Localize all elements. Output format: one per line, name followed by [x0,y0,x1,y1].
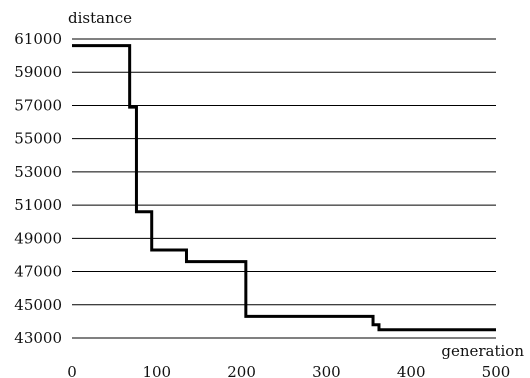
x-tick-label-100: 100 [142,363,171,378]
y-tick-label-55000: 55000 [14,130,62,148]
x-tick-label-500: 500 [482,363,511,378]
y-tick-label-49000: 49000 [14,229,62,247]
x-tick-label-300: 300 [312,363,341,378]
x-tick-label-200: 200 [227,363,256,378]
series-line-0 [72,44,496,332]
gridlines [72,38,496,339]
y-tick-label-43000: 43000 [14,329,62,347]
y-tick-label-47000: 47000 [14,263,62,281]
y-tick-label-51000: 51000 [14,196,62,214]
series-layer [72,44,496,332]
y-tick-label-57000: 57000 [14,96,62,114]
x-tick-label-400: 400 [397,363,426,378]
y-tick-labels: 43000 45000 47000 49000 51000 53000 55000 57000… [14,30,62,347]
y-tick-label-45000: 45000 [14,296,62,314]
x-axis-label: generation [441,342,524,360]
y-axis-label: distance [68,9,132,27]
y-tick-label-53000: 53000 [14,163,62,181]
y-tick-label-59000: 59000 [14,63,62,81]
x-tick-labels: 0 100 200 300 400 500 [67,363,510,378]
y-tick-label-61000: 61000 [14,30,62,48]
x-tick-label-0: 0 [67,363,77,378]
